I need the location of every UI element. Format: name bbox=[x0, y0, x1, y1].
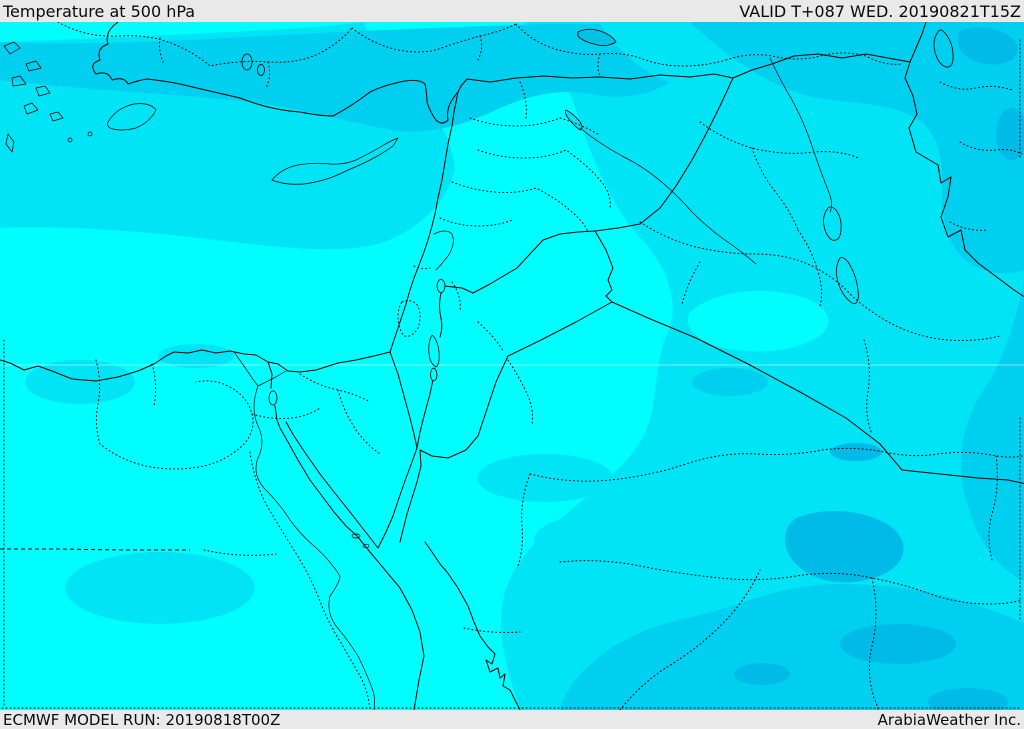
temp-patch-delta-l1 bbox=[158, 344, 234, 368]
cyprus-island bbox=[271, 137, 399, 185]
small-island bbox=[67, 137, 73, 143]
jordan-river bbox=[439, 292, 443, 338]
saudi-red-sea-coast bbox=[424, 541, 521, 710]
admin-boundary-egypt bbox=[151, 363, 321, 556]
turkey-iran-border bbox=[909, 22, 927, 63]
admin-boundary-egypt-nile bbox=[249, 451, 371, 710]
bitter-lakes bbox=[268, 390, 278, 406]
gulf-of-suez-west-shore bbox=[279, 427, 358, 537]
temp-patch-saudi-w-l1 bbox=[534, 512, 690, 568]
footer-bar: ECMWF MODEL RUN: 20190818T00Z ArabiaWeat… bbox=[0, 710, 1024, 729]
coastlines-and-borders bbox=[0, 22, 1024, 710]
temp-region-topband-l2 bbox=[0, 24, 670, 132]
temp-blob-saudi-se-l3 bbox=[840, 624, 956, 664]
west-bank-boundary bbox=[397, 265, 431, 337]
temp-blob-saudi-l3 bbox=[784, 511, 904, 583]
map-title: Temperature at 500 hPa bbox=[3, 1, 196, 21]
temp-region-rightedge-l2 bbox=[960, 280, 1024, 581]
temperature-fill-regions bbox=[0, 22, 1024, 710]
israel-jordan-arava-border bbox=[416, 374, 435, 449]
temp-patch-saudi-nw-l1 bbox=[477, 454, 613, 502]
iraq-saudi-border bbox=[611, 301, 1024, 485]
jordan-iraq-border bbox=[594, 230, 614, 303]
admin-boundary-turkey bbox=[351, 23, 517, 53]
admin-boundary-saudi bbox=[463, 455, 998, 633]
admin-boundary-turkey bbox=[515, 23, 727, 67]
admin-boundary-sinai bbox=[299, 373, 381, 455]
admin-boundary-turkey-east bbox=[725, 52, 903, 65]
small-island bbox=[87, 131, 93, 137]
nile-delta-branches bbox=[233, 351, 287, 387]
hatay-coast-link bbox=[451, 78, 468, 127]
temp-region-southeast-l2 bbox=[560, 584, 1024, 710]
lake-tharthar bbox=[823, 206, 842, 241]
temp-blob-iraq-s-l3 bbox=[830, 443, 882, 461]
temp-blob-saudi-s-l3 bbox=[734, 663, 790, 685]
lake-urmia bbox=[933, 29, 954, 68]
admin-boundary-iran bbox=[939, 81, 1023, 231]
dead-sea-south-lobe bbox=[430, 367, 438, 381]
aqaba-east-shore bbox=[399, 449, 422, 543]
aegean-islands bbox=[3, 41, 64, 153]
lake-razazah bbox=[836, 257, 859, 304]
tigris-river bbox=[769, 57, 832, 213]
admin-boundary-saudi bbox=[619, 569, 879, 710]
temp-patch-egypt-l1 bbox=[65, 552, 255, 624]
sinai-west-coast bbox=[285, 421, 379, 549]
turkey-coastline bbox=[92, 22, 459, 124]
sinai-aqaba-west-shore bbox=[377, 447, 418, 549]
temp-blob-topright-l3 bbox=[957, 27, 1018, 65]
valid-time-label: VALID T+087 WED. 20190821T15Z bbox=[739, 1, 1021, 21]
admin-boundary-saudi bbox=[529, 447, 1023, 482]
turkey-syria-iraq-border bbox=[466, 53, 911, 83]
dead-sea bbox=[428, 335, 440, 368]
syria-jordan-border bbox=[443, 230, 596, 294]
egypt-sudan-admin-line bbox=[0, 548, 190, 551]
admin-boundary-syria bbox=[477, 149, 611, 209]
header-bar: Temperature at 500 hPa VALID T+087 WED. … bbox=[0, 0, 1024, 22]
sea-of-galilee bbox=[436, 279, 446, 293]
red-sea-island bbox=[351, 533, 361, 539]
suez-canal bbox=[267, 361, 281, 429]
temp-blob-corner-l3 bbox=[928, 688, 1008, 710]
lake-assad bbox=[564, 109, 583, 131]
temp-patch-bright-east bbox=[687, 290, 829, 352]
islands bbox=[3, 41, 399, 549]
nile-river bbox=[253, 385, 376, 710]
rivers bbox=[233, 57, 832, 710]
admin-boundary-iraq bbox=[699, 121, 859, 231]
admin-boundary-egypt bbox=[95, 359, 254, 470]
admin-boundaries bbox=[0, 22, 1023, 710]
temp-patch-iraq-l2 bbox=[692, 368, 768, 396]
admin-boundary-jordan bbox=[451, 281, 533, 425]
syria-iraq-border bbox=[594, 77, 734, 232]
admin-boundary-iraq bbox=[681, 229, 873, 435]
turkey-lake-egirdir bbox=[257, 64, 265, 76]
jordan-saudi-border bbox=[419, 301, 613, 459]
admin-boundary-turkey bbox=[57, 22, 353, 67]
lebanon-syria-border bbox=[433, 230, 454, 271]
levant-egypt-coastline bbox=[0, 125, 453, 382]
model-run-label: ECMWF MODEL RUN: 20190818T00Z bbox=[3, 710, 281, 729]
turkey-lake-beysehir bbox=[241, 53, 253, 71]
israel-egypt-border bbox=[389, 351, 418, 449]
euphrates-river bbox=[579, 127, 757, 265]
temperature-map bbox=[0, 22, 1024, 710]
ataturk-reservoir bbox=[577, 28, 617, 46]
iraq-iran-border bbox=[904, 61, 1024, 298]
admin-boundary-saudi bbox=[559, 560, 1023, 605]
admin-boundary-syria bbox=[439, 181, 589, 233]
red-sea-island bbox=[362, 543, 370, 549]
temp-region-topright-l2 bbox=[690, 22, 1024, 274]
brand-label: ArabiaWeather Inc. bbox=[877, 710, 1021, 729]
lakes bbox=[241, 28, 954, 406]
admin-boundary-syria bbox=[469, 81, 599, 135]
temp-blob-iran-l3 bbox=[996, 108, 1024, 160]
rhodes-island bbox=[106, 103, 157, 131]
temp-patch-nile-delta-west-l1 bbox=[25, 360, 135, 404]
admin-boundary-iraq bbox=[639, 221, 1001, 341]
admin-boundary-turkey bbox=[159, 35, 601, 89]
egypt-red-sea-coast bbox=[356, 535, 425, 710]
